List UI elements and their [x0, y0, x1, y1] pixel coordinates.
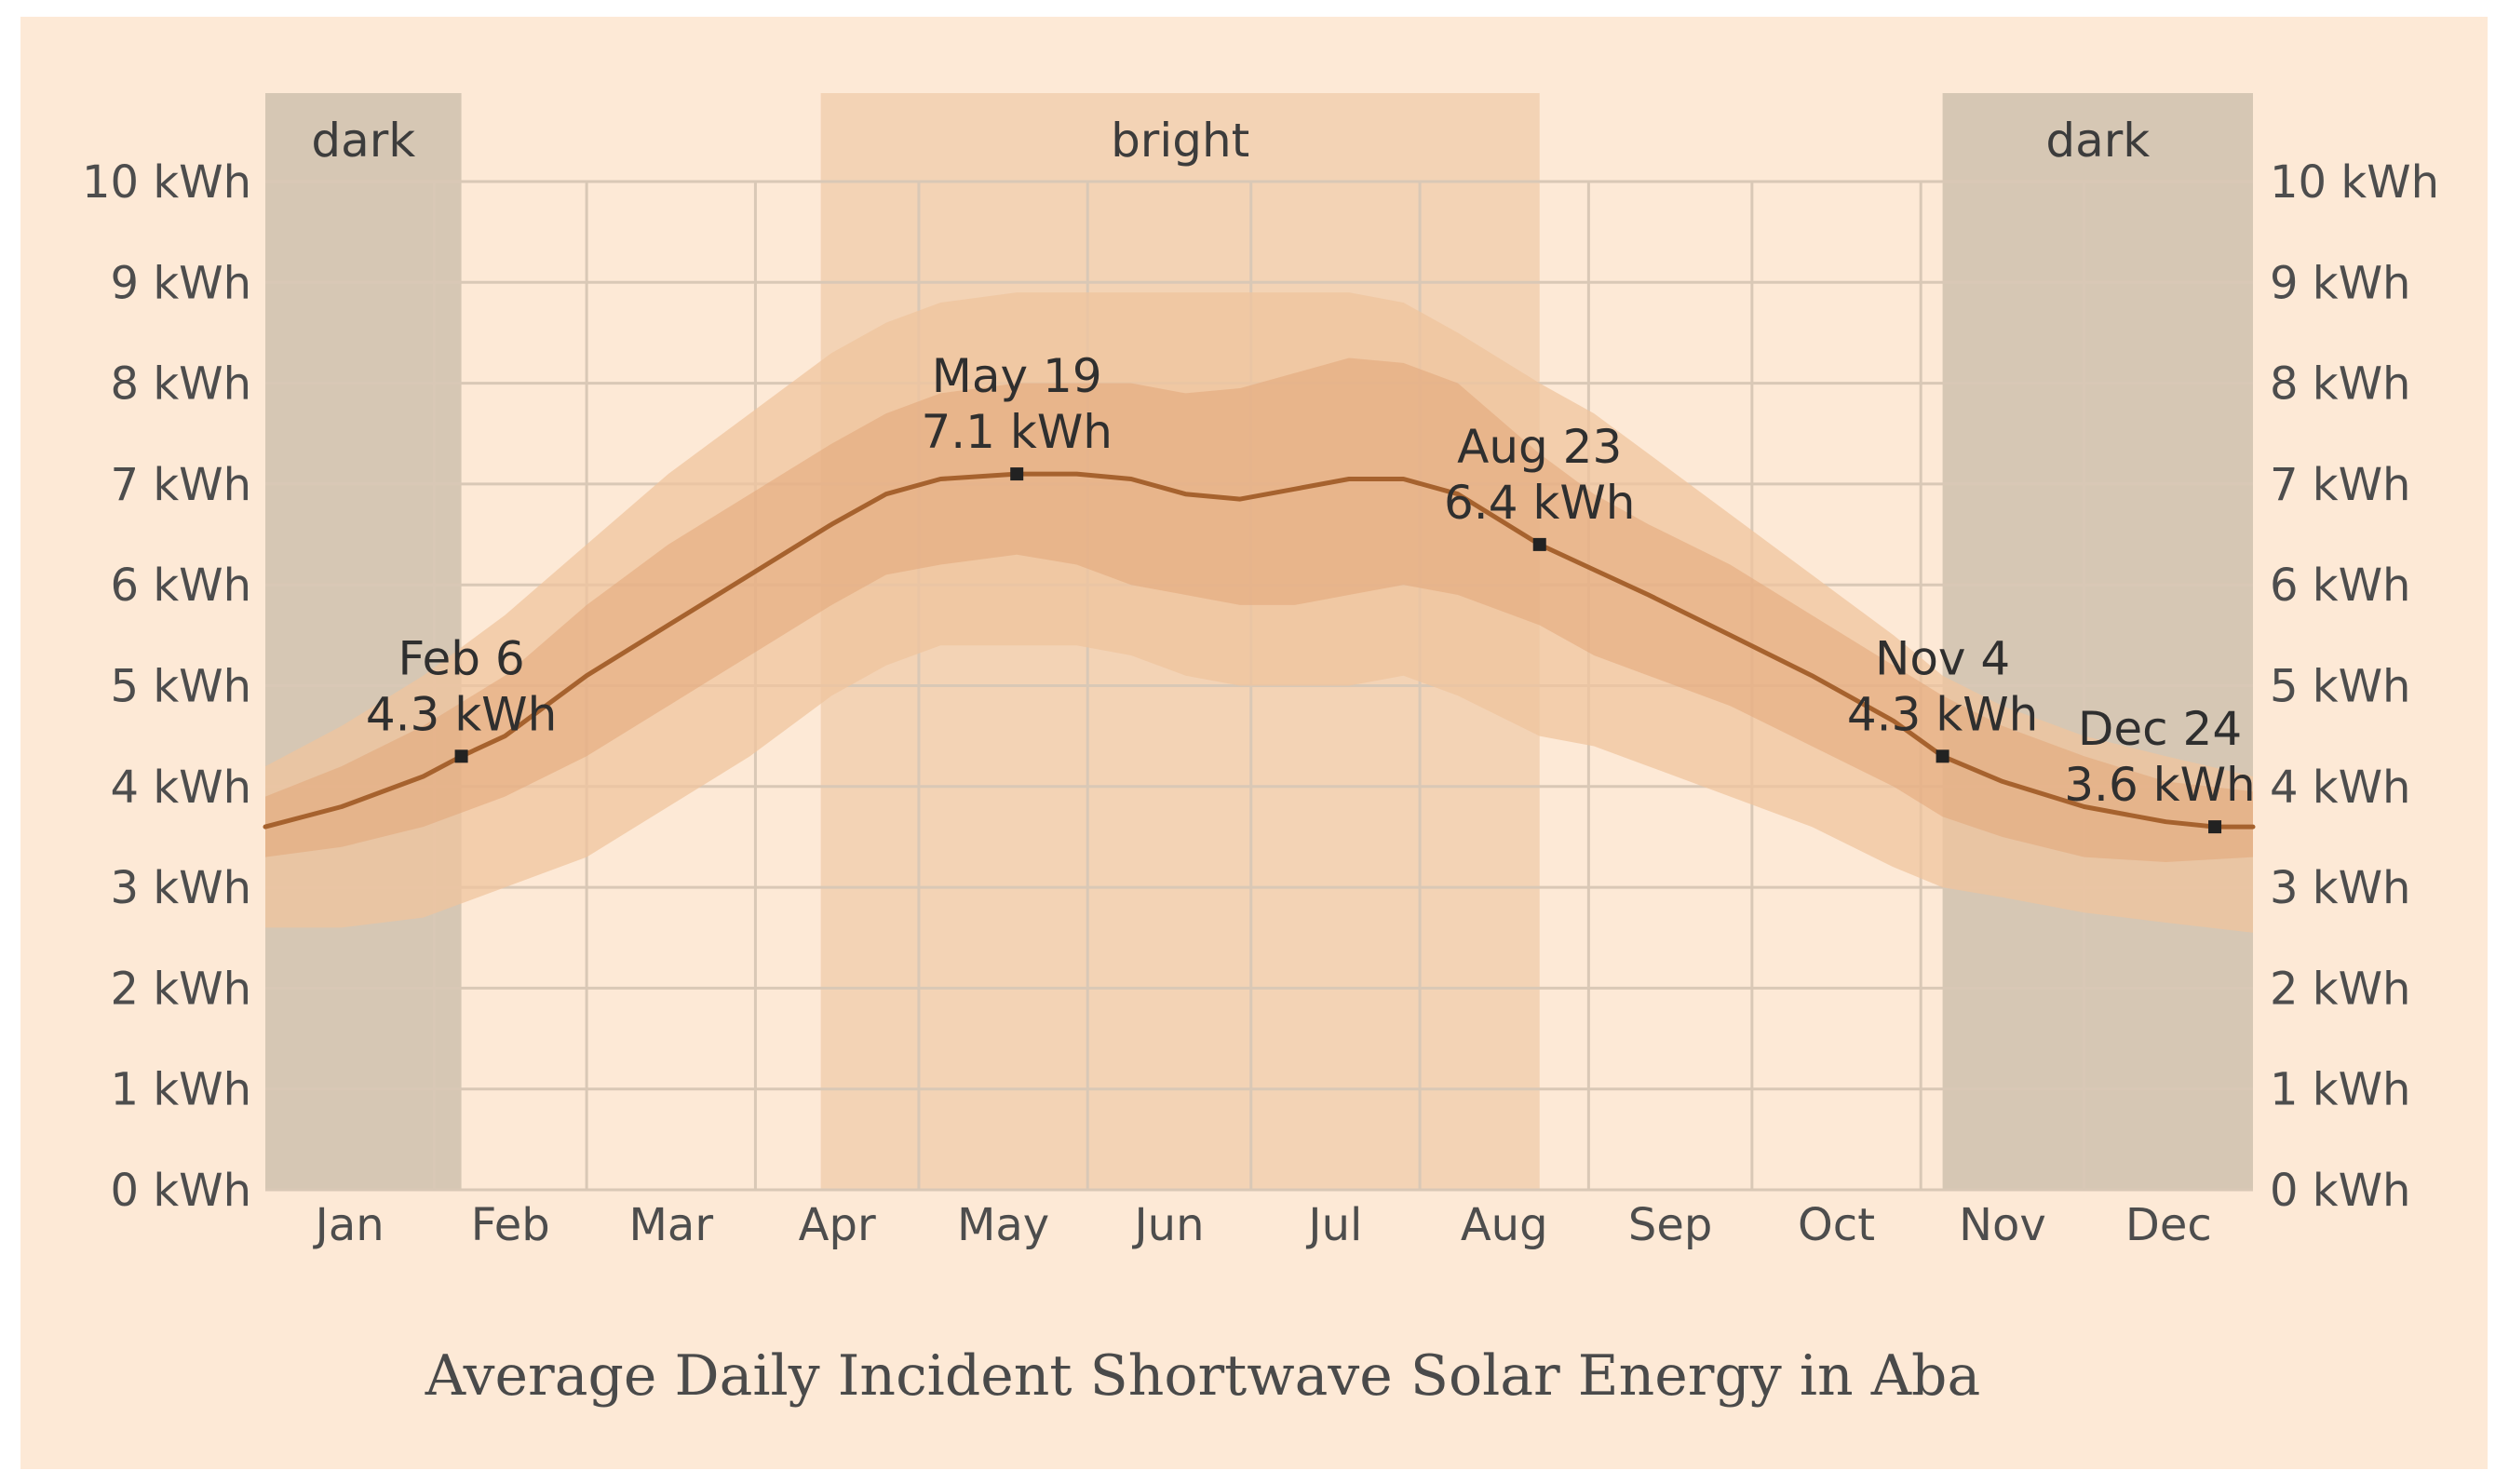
y-tick-left-3: 3 kWh — [111, 862, 251, 914]
y-tick-right-7: 7 kWh — [2270, 459, 2410, 511]
mean-line — [263, 471, 2256, 830]
annotation-marker-3 — [1936, 749, 1949, 763]
annotation-date-3: Nov 4 — [1875, 631, 2010, 685]
chart-title: Average Daily Incident Shortwave Solar E… — [425, 1343, 1980, 1409]
annotation-marker-4 — [2208, 820, 2222, 834]
y-tick-right-1: 1 kWh — [2270, 1064, 2410, 1116]
x-tick-jan: Jan — [313, 1199, 384, 1251]
mean-series-line — [263, 471, 2256, 830]
x-tick-jun: Jun — [1131, 1199, 1204, 1251]
annotation-value-2: 6.4 kWh — [1444, 476, 1636, 530]
y-tick-right-0: 0 kWh — [2270, 1165, 2410, 1217]
y-tick-left-1: 1 kWh — [111, 1064, 251, 1116]
x-tick-oct: Oct — [1798, 1199, 1875, 1251]
period-label-bright-1: bright — [1111, 114, 1249, 168]
y-tick-left-6: 6 kWh — [111, 560, 251, 612]
annotation-date-0: Feb 6 — [398, 631, 524, 685]
percentile-bands — [265, 292, 2253, 933]
x-tick-aug: Aug — [1461, 1199, 1548, 1251]
x-tick-dec: Dec — [2125, 1199, 2212, 1251]
band-10-90-percentile — [265, 292, 2253, 933]
y-tick-right-10: 10 kWh — [2270, 156, 2439, 209]
y-tick-left-4: 4 kWh — [111, 762, 251, 814]
period-label-dark-0: dark — [311, 114, 415, 168]
x-tick-may: May — [957, 1199, 1049, 1251]
period-band-dark-2 — [1942, 93, 2253, 1190]
annotation-marker-0 — [454, 749, 468, 763]
y-tick-right-6: 6 kWh — [2270, 560, 2410, 612]
x-tick-apr: Apr — [799, 1199, 876, 1251]
y-tick-right-8: 8 kWh — [2270, 358, 2410, 411]
period-label-dark-2: dark — [2045, 114, 2150, 168]
annotation-date-1: May 19 — [932, 349, 1102, 403]
labels: 0 kWh 0 kWh 1 kWh 1 kWh 2 kWh 2 kWh 3 kWh 3 kWh… — [82, 156, 2439, 1251]
y-tick-left-9: 9 kWh — [111, 257, 251, 309]
y-tick-left-10: 10 kWh — [82, 156, 251, 209]
x-tick-jul: Jul — [1305, 1199, 1362, 1251]
y-tick-right-5: 5 kWh — [2270, 661, 2410, 713]
x-tick-mar: Mar — [628, 1199, 713, 1251]
annotation-value-0: 4.3 kWh — [366, 687, 558, 741]
y-tick-right-3: 3 kWh — [2270, 862, 2410, 914]
x-tick-feb: Feb — [471, 1199, 550, 1251]
y-tick-left-2: 2 kWh — [111, 963, 251, 1015]
period-band-dark-0 — [265, 93, 462, 1190]
annotation-value-4: 3.6 kWh — [2064, 758, 2256, 812]
y-tick-right-4: 4 kWh — [2270, 762, 2410, 814]
band-25-75-percentile — [265, 358, 2253, 862]
annotation-date-2: Aug 23 — [1457, 420, 1622, 474]
annotation-marker-2 — [1532, 537, 1546, 551]
annotation-value-3: 4.3 kWh — [1847, 687, 2039, 741]
annotation-marker-1 — [1010, 467, 1024, 481]
x-tick-sep: Sep — [1628, 1199, 1712, 1251]
y-tick-right-2: 2 kWh — [2270, 963, 2410, 1015]
annotation-date-4: Dec 24 — [2078, 702, 2242, 756]
y-tick-left-0: 0 kWh — [111, 1165, 251, 1217]
y-tick-left-7: 7 kWh — [111, 459, 251, 511]
x-tick-nov: Nov — [1959, 1199, 2046, 1251]
y-tick-left-8: 8 kWh — [111, 358, 251, 411]
annotation-value-1: 7.1 kWh — [921, 405, 1113, 459]
y-tick-left-5: 5 kWh — [111, 661, 251, 713]
y-tick-right-9: 9 kWh — [2270, 257, 2410, 309]
